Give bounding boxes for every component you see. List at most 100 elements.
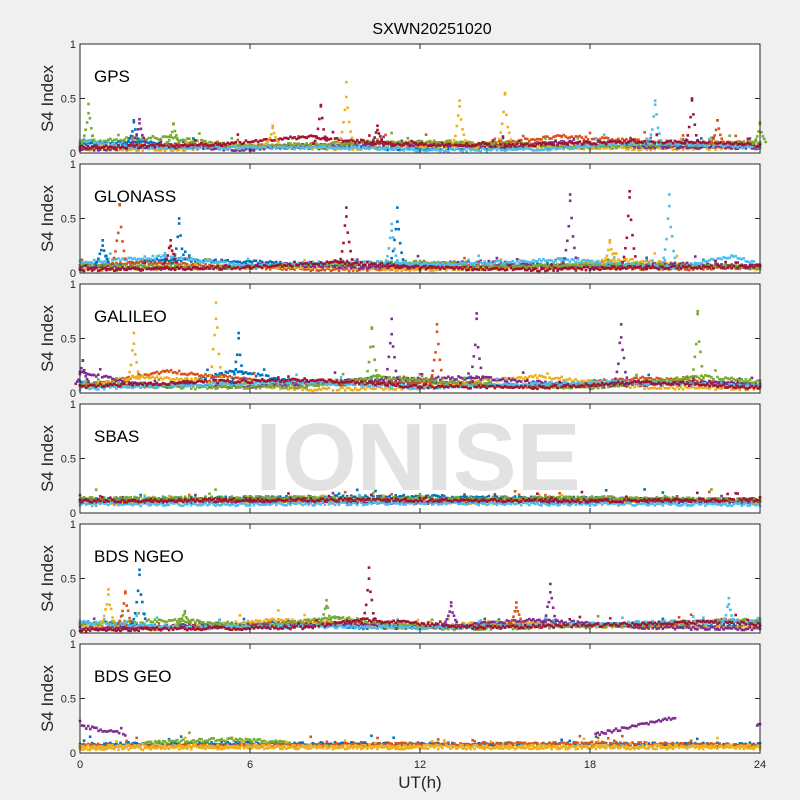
- data-point: [629, 144, 632, 148]
- data-point: [552, 269, 555, 272]
- data-point: [438, 266, 442, 270]
- data-point: [171, 145, 175, 148]
- data-point: [752, 260, 756, 263]
- data-point: [317, 145, 321, 149]
- data-point: [503, 141, 507, 144]
- data-point: [420, 148, 424, 152]
- data-point: [119, 138, 122, 142]
- data-point: [378, 146, 381, 150]
- data-point: [325, 143, 329, 147]
- data-point: [598, 137, 602, 141]
- data-point: [631, 148, 634, 152]
- data-point: [364, 263, 367, 267]
- data-point: [181, 149, 185, 152]
- data-point: [445, 146, 448, 150]
- data-point: [556, 142, 559, 145]
- data-point: [117, 140, 120, 143]
- data-point: [192, 137, 195, 140]
- data-point: [123, 144, 126, 147]
- data-point: [521, 142, 525, 145]
- data-point: [283, 145, 286, 149]
- data-point: [552, 267, 555, 270]
- data-point: [714, 145, 717, 149]
- data-point: [610, 145, 614, 149]
- data-point: [220, 146, 223, 150]
- data-point: [232, 144, 236, 148]
- data-point: [506, 125, 510, 129]
- data-point: [252, 139, 256, 143]
- data-point: [422, 259, 426, 263]
- data-point: [90, 148, 94, 151]
- data-point: [173, 142, 177, 146]
- data-point: [467, 144, 470, 148]
- data-point: [360, 138, 363, 142]
- data-point: [155, 142, 159, 146]
- data-point: [192, 262, 195, 266]
- data-point: [238, 149, 242, 153]
- data-point: [105, 257, 109, 261]
- data-point: [509, 144, 513, 147]
- data-point: [485, 142, 489, 146]
- data-point: [236, 144, 240, 147]
- data-point: [129, 146, 132, 150]
- data-point: [190, 268, 193, 271]
- data-point: [329, 146, 333, 150]
- data-point: [596, 138, 600, 142]
- data-point: [351, 145, 355, 149]
- data-point: [578, 144, 582, 148]
- data-point: [293, 147, 296, 151]
- data-point: [291, 265, 294, 268]
- data-point: [289, 267, 292, 271]
- data-point: [675, 267, 679, 270]
- data-point: [175, 136, 179, 140]
- data-point: [489, 148, 493, 152]
- data-point: [368, 267, 371, 271]
- data-point: [700, 143, 703, 146]
- data-point: [262, 145, 266, 149]
- data-point: [534, 148, 537, 152]
- data-point: [477, 268, 480, 271]
- data-point: [445, 149, 448, 152]
- data-point: [125, 149, 128, 152]
- data-point-peak: [690, 97, 694, 100]
- data-point: [131, 135, 134, 138]
- data-point: [534, 138, 537, 142]
- data-point: [230, 149, 234, 152]
- data-point: [147, 144, 151, 148]
- data-point: [232, 260, 236, 263]
- data-point: [651, 128, 654, 131]
- data-point: [386, 146, 389, 149]
- data-point: [333, 137, 337, 140]
- data-point: [127, 144, 130, 147]
- data-point: [84, 266, 88, 270]
- data-point: [623, 143, 626, 146]
- data-point: [169, 143, 173, 146]
- data-point: [151, 262, 155, 266]
- data-point: [570, 140, 574, 143]
- data-point: [320, 116, 324, 120]
- data-point: [376, 260, 379, 263]
- data-point: [428, 147, 432, 151]
- data-point: [517, 139, 521, 143]
- data-point: [497, 143, 501, 147]
- data-point: [608, 140, 612, 143]
- data-point: [544, 142, 547, 146]
- data-point: [495, 148, 499, 152]
- data-point: [507, 145, 511, 149]
- data-point: [469, 141, 472, 144]
- data-point: [667, 146, 671, 149]
- data-point: [107, 146, 110, 150]
- data-point: [384, 141, 387, 144]
- data-point: [473, 148, 476, 152]
- data-point: [548, 145, 551, 149]
- data-point: [349, 130, 352, 133]
- data-point: [584, 141, 588, 145]
- data-point: [406, 147, 410, 150]
- data-point: [190, 143, 193, 147]
- data-point: [653, 144, 657, 147]
- data-point: [568, 136, 572, 139]
- data-point: [102, 139, 106, 143]
- data-point: [513, 146, 517, 150]
- data-point: [420, 141, 424, 145]
